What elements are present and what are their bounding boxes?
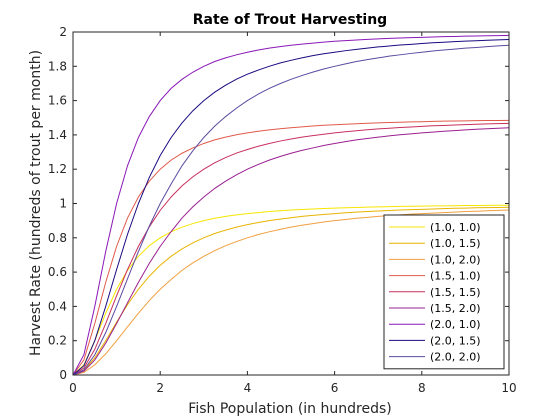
series-line-9 bbox=[72, 44, 510, 376]
y-tick-label: 0.8 bbox=[48, 231, 67, 245]
x-axis-label: Fish Population (in hundreds) bbox=[188, 401, 391, 417]
legend-entry-9: (2.0, 2.0) bbox=[430, 351, 481, 364]
legend-entry-2: (1.0, 1.5) bbox=[430, 237, 481, 250]
series-line-7 bbox=[72, 34, 510, 376]
y-tick-label: 1 bbox=[59, 197, 67, 211]
y-tick-label: 0.2 bbox=[48, 334, 67, 348]
series-line-6 bbox=[72, 127, 510, 376]
y-tick-label: 1.8 bbox=[48, 59, 67, 73]
y-axis-label: Harvest Rate (hundreds of trout per mont… bbox=[28, 50, 44, 356]
y-tick-label: 2 bbox=[59, 25, 67, 39]
y-tick-label: 0 bbox=[59, 368, 67, 382]
legend-entry-5: (1.5, 1.5) bbox=[430, 286, 481, 299]
series-line-8 bbox=[72, 39, 510, 376]
y-tick-label: 1.4 bbox=[48, 128, 67, 142]
legend-entry-8: (2.0, 1.5) bbox=[430, 334, 481, 347]
legend: (1.0, 1.0) (1.0, 1.5) (1.0, 2.0) (1.5, 1.0)… bbox=[383, 214, 505, 370]
legend-entry-6: (1.5, 2.0) bbox=[430, 302, 481, 315]
ticks-layer: 0 2 4 6 8 10 0 0.2 0.4 0.6 0.8 1 1.2 1.4 1.6 1.8 2 bbox=[48, 25, 517, 395]
x-tick-label: 4 bbox=[244, 381, 252, 395]
x-tick-label: 8 bbox=[418, 381, 426, 395]
y-tick-label: 0.6 bbox=[48, 265, 67, 279]
chart-title: Rate of Trout Harvesting bbox=[193, 12, 387, 28]
x-tick-label: 6 bbox=[331, 381, 339, 395]
x-tick-label: 0 bbox=[69, 381, 77, 395]
legend-entry-3: (1.0, 2.0) bbox=[430, 253, 481, 266]
y-tick-label: 1.2 bbox=[48, 162, 67, 176]
x-tick-label: 2 bbox=[156, 381, 164, 395]
series-layer bbox=[72, 34, 510, 376]
series-line-2 bbox=[72, 206, 510, 376]
series-line-1 bbox=[72, 204, 509, 376]
legend-entry-4: (1.5, 1.0) bbox=[430, 270, 481, 283]
x-tick-label: 10 bbox=[501, 381, 516, 395]
legend-entry-1: (1.0, 1.0) bbox=[430, 221, 481, 234]
series-line-3 bbox=[72, 209, 510, 376]
y-tick-label: 0.4 bbox=[48, 299, 67, 313]
legend-entry-7: (2.0, 1.0) bbox=[430, 318, 481, 331]
y-tick-label: 1.6 bbox=[48, 94, 67, 108]
